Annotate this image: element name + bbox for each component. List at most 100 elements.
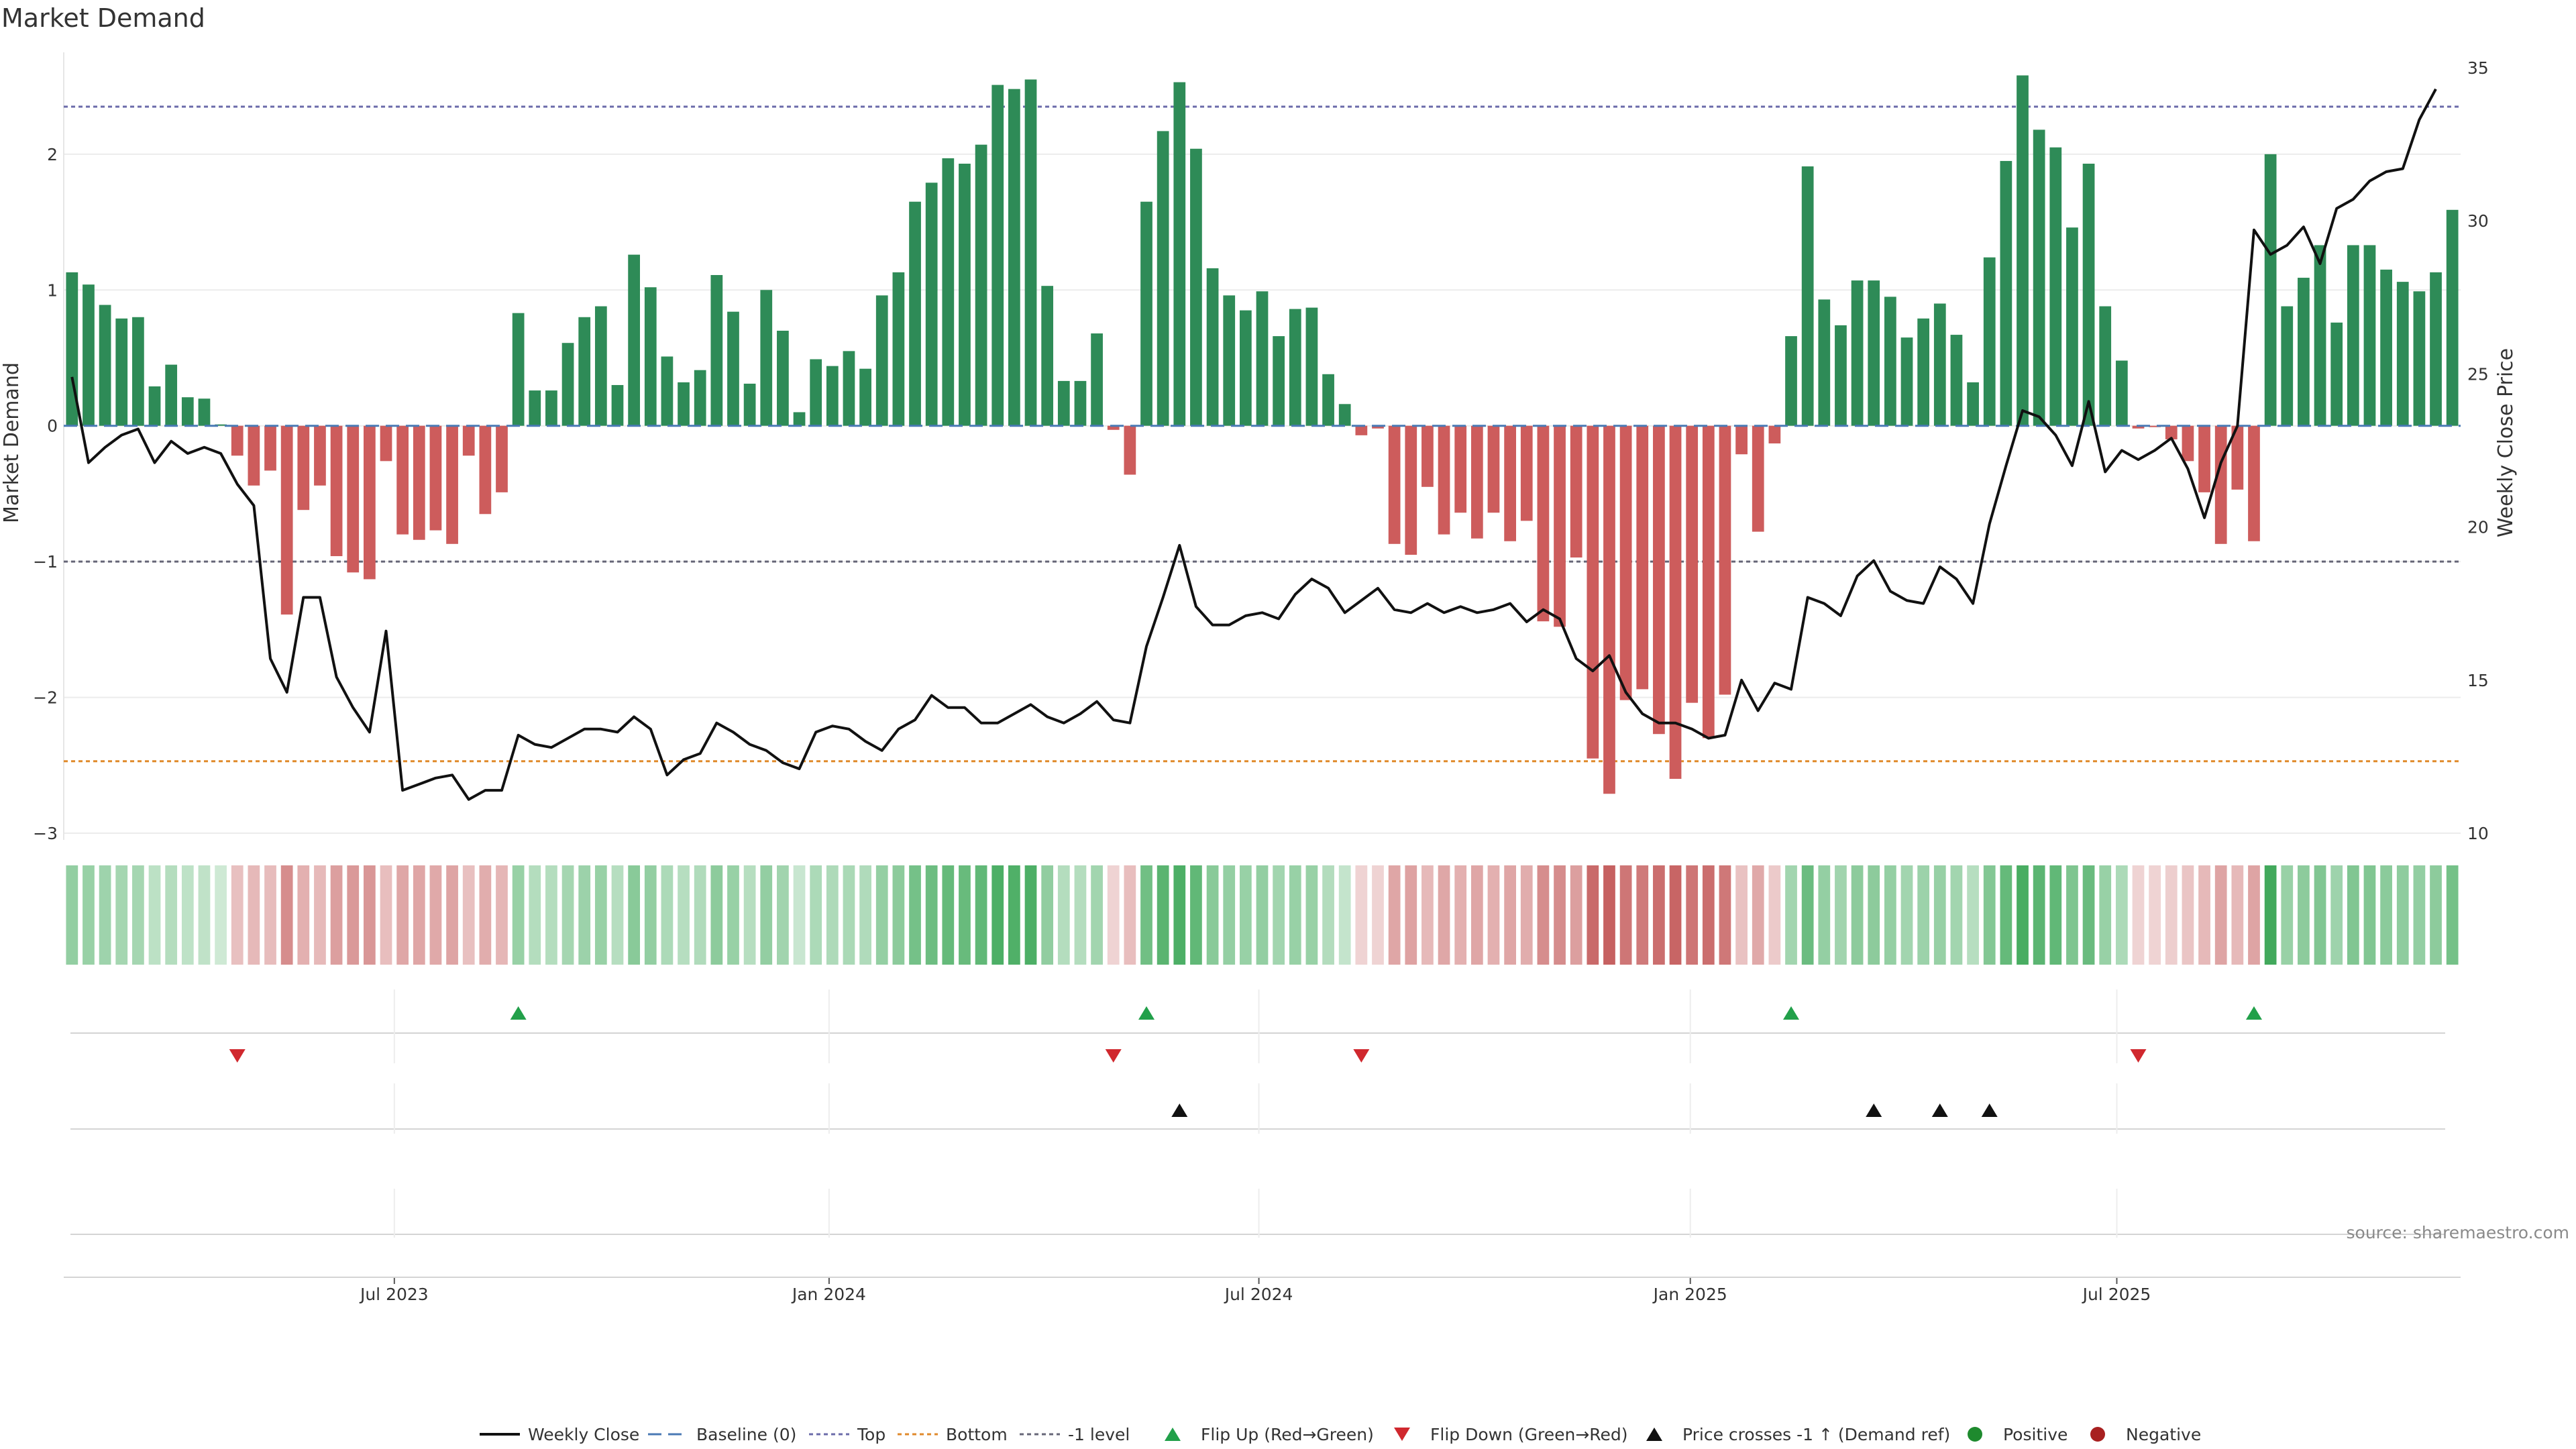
- heat-cell: [2165, 865, 2178, 965]
- demand-bar: [380, 425, 392, 462]
- demand-bar: [1024, 79, 1037, 426]
- flip-down-marker: [2130, 1049, 2147, 1063]
- heat-cell: [1619, 865, 1632, 965]
- demand-bar: [1057, 380, 1070, 426]
- heat-cell: [925, 865, 938, 965]
- legend-label: Negative: [2126, 1425, 2201, 1444]
- demand-bar: [198, 398, 211, 426]
- heat-cell: [2017, 865, 2029, 965]
- demand-bar: [578, 317, 591, 426]
- demand-bar: [727, 311, 739, 426]
- heat-cell: [1818, 865, 1831, 965]
- demand-bar: [2066, 227, 2078, 426]
- demand-bar: [2363, 245, 2376, 426]
- legend-item: Bottom: [898, 1425, 1008, 1444]
- heat-cell: [1372, 865, 1384, 965]
- demand-bar: [843, 351, 855, 426]
- heat-cell: [661, 865, 674, 965]
- demand-bar: [1636, 425, 1649, 690]
- heat-cell: [1157, 865, 1169, 965]
- heat-cell: [1487, 865, 1500, 965]
- demand-bar: [529, 390, 541, 426]
- heat-cell: [1289, 865, 1301, 965]
- x-tick-label: Jan 2024: [791, 1285, 866, 1304]
- y-axis-title: Market Demand: [0, 362, 23, 523]
- heat-cell: [462, 865, 475, 965]
- heat-cell: [578, 865, 591, 965]
- demand-bar: [413, 425, 425, 540]
- demand-bar: [1140, 201, 1152, 426]
- heat-cell: [1570, 865, 1582, 965]
- demand-bar: [1520, 425, 1533, 521]
- demand-bar: [1735, 425, 1748, 455]
- heat-cell: [2214, 865, 2227, 965]
- heat-cell: [2231, 865, 2244, 965]
- demand-bar: [1388, 425, 1401, 544]
- heat-cell: [1686, 865, 1699, 965]
- heat-cell: [1338, 865, 1351, 965]
- legend-swatch: [1646, 1428, 1662, 1441]
- legend-label: Price crosses -1 ↑ (Demand ref): [1682, 1425, 1950, 1444]
- heat-cell: [2033, 865, 2045, 965]
- demand-bar: [1256, 291, 1269, 426]
- heat-cell: [1107, 865, 1120, 965]
- demand-bar: [181, 397, 194, 426]
- demand-bar: [1669, 425, 1682, 780]
- heat-cell: [1454, 865, 1467, 965]
- demand-bar: [264, 425, 276, 471]
- heat-cell: [66, 865, 78, 965]
- demand-heat-strip: [66, 865, 2459, 965]
- legend-label: Flip Up (Red→Green): [1201, 1425, 1374, 1444]
- demand-bar: [710, 274, 723, 426]
- demand-bar: [1785, 336, 1797, 426]
- weekly-close-line: [70, 88, 2437, 801]
- y2-tick-label: 15: [2467, 671, 2489, 690]
- heat-cell: [314, 865, 326, 965]
- heat-cell: [1520, 865, 1533, 965]
- heat-cell: [793, 865, 806, 965]
- heat-cell: [1702, 865, 1715, 965]
- legend-item: Positive: [1968, 1425, 2068, 1444]
- price-cross-marker: [1981, 1104, 1998, 1117]
- demand-bar: [2082, 163, 2095, 426]
- demand-bar: [2214, 425, 2227, 544]
- demand-bar: [975, 144, 987, 426]
- heat-cell: [2264, 865, 2277, 965]
- demand-bar: [2413, 291, 2426, 426]
- demand-bar: [1124, 425, 1136, 475]
- legend-item: Flip Down (Green→Red): [1394, 1425, 1628, 1444]
- heat-cell: [1256, 865, 1269, 965]
- heat-cell: [1900, 865, 1913, 965]
- demand-bar: [496, 425, 508, 492]
- heat-cell: [1124, 865, 1136, 965]
- heat-cell: [1785, 865, 1797, 965]
- demand-bar: [1421, 425, 1434, 487]
- y-tick-label: −1: [33, 552, 58, 572]
- demand-bar: [512, 313, 525, 426]
- demand-bar: [280, 425, 293, 615]
- heat-cell: [2396, 865, 2409, 965]
- heat-cell: [83, 865, 95, 965]
- demand-bar: [1619, 425, 1632, 700]
- demand-bar: [1289, 309, 1301, 426]
- y2-tick-label: 20: [2467, 518, 2489, 537]
- demand-bar: [1504, 425, 1516, 541]
- heat-cell: [198, 865, 211, 965]
- heat-cell: [710, 865, 723, 965]
- demand-bar: [215, 424, 227, 426]
- heat-cell: [2099, 865, 2112, 965]
- heat-cell: [628, 865, 640, 965]
- heat-cell: [2281, 865, 2294, 965]
- heat-cell: [1587, 865, 1599, 965]
- heat-cell: [1388, 865, 1401, 965]
- heat-cell: [1239, 865, 1252, 965]
- demand-bar: [2115, 360, 2128, 426]
- demand-bar: [248, 425, 260, 486]
- demand-bar: [2099, 306, 2112, 426]
- demand-bar: [1686, 425, 1699, 703]
- demand-bar: [1603, 425, 1615, 794]
- demand-bar: [826, 366, 839, 426]
- demand-bar: [1835, 325, 1847, 426]
- legend-swatch: [1165, 1428, 1181, 1441]
